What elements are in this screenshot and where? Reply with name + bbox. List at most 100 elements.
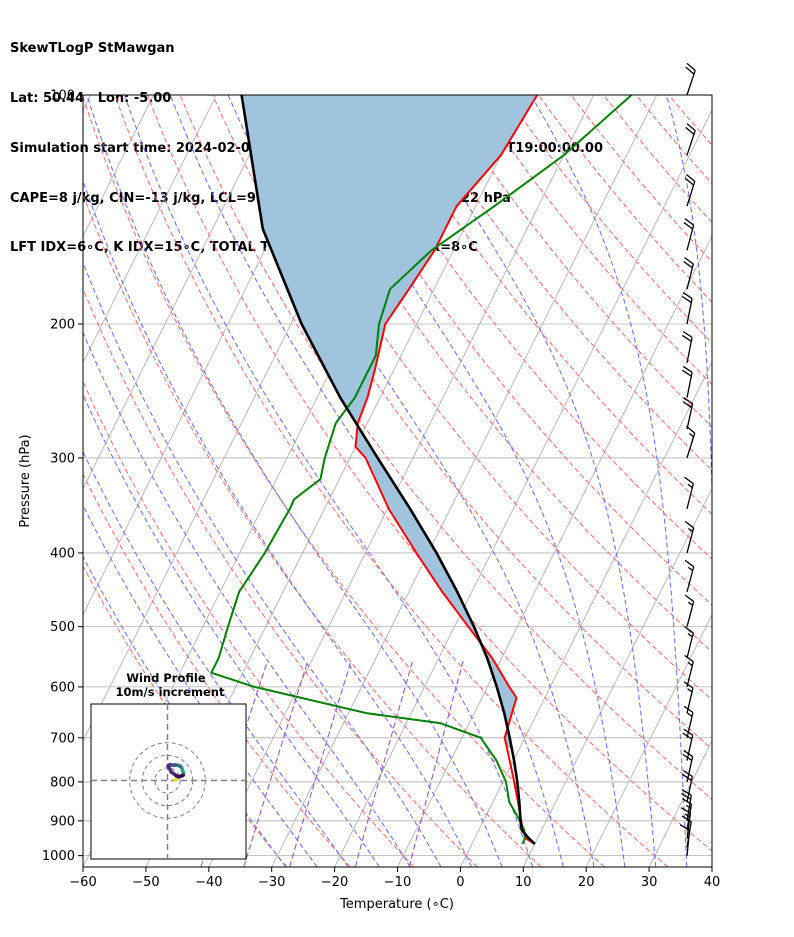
barb-flag [683,397,694,405]
barb-shaft [686,483,694,509]
barb-flag [684,594,695,603]
barb-shaft [686,224,695,251]
isotherm-line [775,95,794,867]
barb-shaft [686,403,694,430]
barb-flag [681,295,692,303]
barb-flag [684,257,694,265]
hodograph-frame [90,703,247,860]
barb-flag [682,365,693,373]
y-tick-label: 800 [50,775,75,790]
moist-adiabat [83,179,472,867]
y-tick-label: 100 [50,89,75,104]
barb-flag [682,292,693,300]
barb-shaft [686,687,694,714]
barb-shaft [686,432,696,459]
barb-shaft [686,804,693,830]
y-tick-label: 900 [50,814,75,829]
cape-area [241,95,538,748]
y-tick-label: 200 [50,317,75,332]
barb-half-flag [688,433,694,438]
hodograph-subtitle: 10m/s increment [116,685,225,699]
hodograph-title: Wind Profile [126,671,206,685]
dry-adiabat [407,95,712,471]
barb-shaft [686,130,696,156]
y-tick-label: 400 [50,546,75,561]
barb-half-flag [687,633,693,638]
moist-adiabat [530,95,688,867]
barb-flag [681,792,691,800]
temperature-line [354,95,539,845]
dry-adiabat [538,95,712,303]
barb-shaft [686,298,693,325]
x-tick-label: −60 [69,875,96,890]
wind-barb [684,594,695,627]
isotherm-line [208,95,595,867]
moist-adiabat [83,261,442,867]
x-tick-label: −20 [321,875,348,890]
isotherm-line [83,95,217,364]
wind-barb [681,330,693,364]
barb-flag [683,260,693,269]
wind-barb [684,626,694,659]
wind-barb [684,476,694,509]
dry-adiabat [342,95,712,560]
barb-half-flag [687,483,693,489]
wind-barb [684,520,695,554]
barb-half-flag [687,601,694,606]
barb-shaft [686,776,693,803]
barb-flag [685,126,695,135]
barb-flag [684,476,694,485]
barb-flag [686,123,696,132]
barb-flag [681,334,692,342]
dry-adiabat [472,95,712,386]
barb-flag [686,174,696,182]
x-tick-label: 20 [578,875,595,890]
isotherm-line [83,95,91,112]
barb-flag [684,559,695,568]
dry-adiabat [570,95,712,263]
barb-flag [684,654,694,663]
barb-half-flag [687,566,694,572]
barb-shaft [686,372,693,398]
isotherm-line [522,487,712,867]
barb-flag [684,177,695,186]
parcel-line [240,95,536,845]
dry-adiabat [83,192,542,867]
moist-adiabat [123,95,534,867]
moist-adiabat [83,504,318,867]
dry-adiabat [83,472,351,867]
wind-barbs [679,62,696,856]
barb-shaft [686,712,694,738]
wind-barb [683,681,694,714]
barb-flag [683,681,694,689]
y-tick-label: 700 [50,731,75,746]
dry-adiabat [375,95,712,515]
barb-half-flag [687,712,693,717]
barb-shaft [686,70,696,96]
barb-half-flag [685,804,692,809]
y-axis-title: Pressure (hPa) [18,434,33,527]
dry-adiabat [83,287,478,867]
moist-adiabat [86,95,503,867]
y-tick-label: 1000 [42,849,75,864]
wind-barb [683,257,694,290]
barb-flag [685,66,695,75]
barb-shaft [686,601,695,627]
barb-flag [681,789,692,796]
y-tick-label: 600 [50,680,75,695]
wind-barb [682,397,694,430]
wind-barb [681,365,693,398]
y-tick-label: 500 [50,620,75,635]
mixing-ratio-line [354,660,413,867]
barb-flag [682,401,693,409]
wind-barb [682,769,693,803]
dry-adiabat [505,95,712,344]
isotherm-line [460,361,712,867]
barb-shaft [686,527,695,554]
barb-half-flag [687,661,693,667]
barb-shaft [686,795,692,821]
dewpoint-line [210,95,633,845]
wind-barb [681,789,692,821]
moist-adiabat [302,95,626,867]
